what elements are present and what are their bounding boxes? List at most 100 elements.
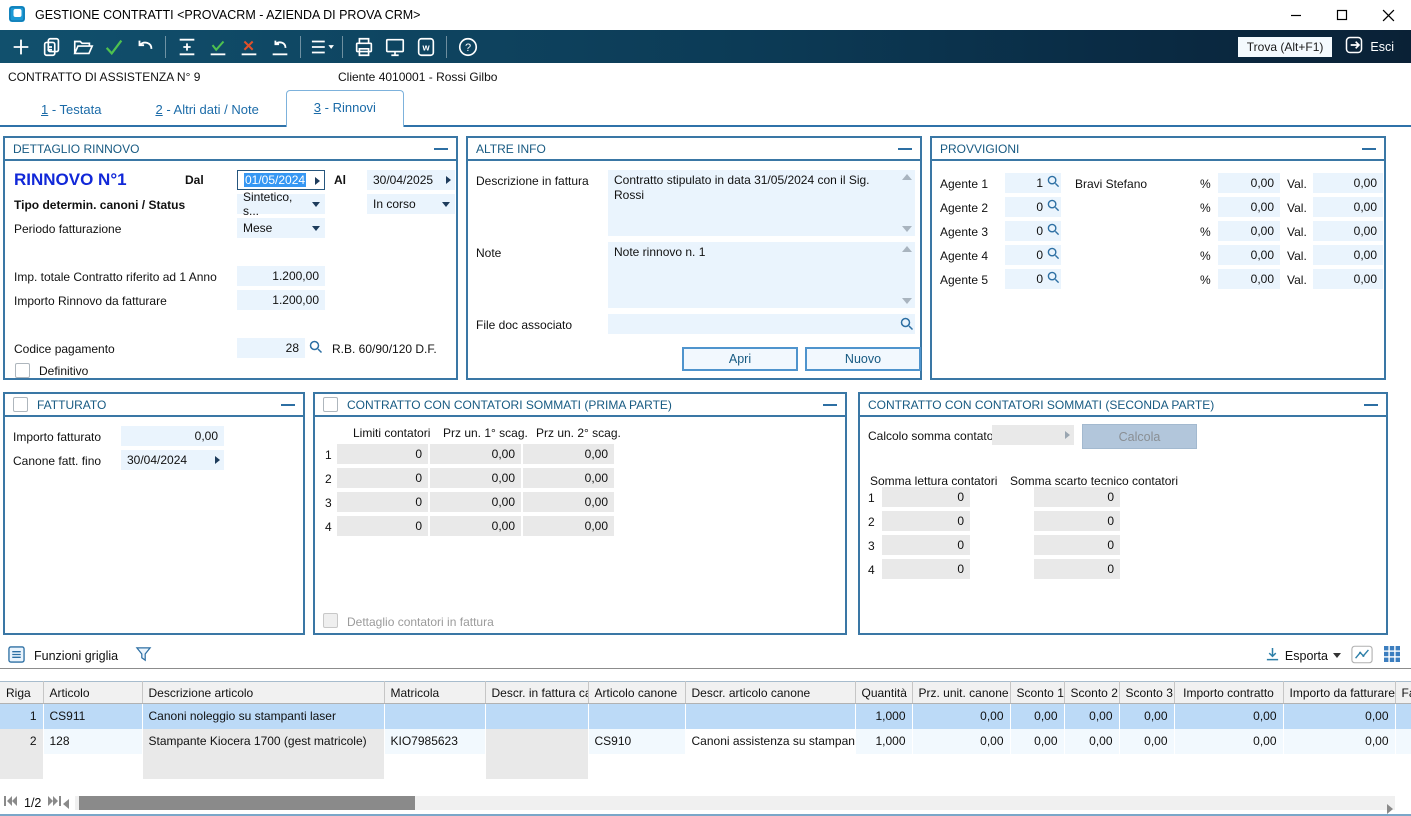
open-icon[interactable] xyxy=(67,33,98,60)
column-header[interactable]: Articolo xyxy=(43,682,142,704)
table-cell[interactable]: Stampante Kiocera 1700 (gest matricole) xyxy=(142,729,384,754)
prz1-field[interactable]: 0,00 xyxy=(430,516,521,536)
table-cell[interactable] xyxy=(588,754,685,779)
row-confirm-icon[interactable] xyxy=(202,33,233,60)
table-cell[interactable]: 0,00 xyxy=(1064,704,1119,729)
table-cell[interactable] xyxy=(1064,754,1119,779)
agent-percent-field[interactable]: 0,00 xyxy=(1218,173,1280,193)
column-header[interactable]: Quantità xyxy=(855,682,912,704)
table-cell[interactable] xyxy=(1174,754,1283,779)
scarto-field[interactable]: 0 xyxy=(1034,559,1120,579)
prz2-field[interactable]: 0,00 xyxy=(523,516,614,536)
grid-layout-icon[interactable] xyxy=(1383,645,1401,666)
prz1-field[interactable]: 0,00 xyxy=(430,468,521,488)
search-icon[interactable] xyxy=(1047,271,1060,287)
column-header[interactable]: Sconto 3 xyxy=(1119,682,1174,704)
collapse-icon[interactable] xyxy=(823,404,837,406)
help-icon[interactable]: ? xyxy=(452,33,483,60)
column-header[interactable]: Riga xyxy=(0,682,43,704)
limite-field[interactable]: 0 xyxy=(337,468,428,488)
table-cell[interactable] xyxy=(43,754,142,779)
tipo-canoni-select[interactable]: Sintetico, s... xyxy=(237,194,325,214)
dal-date-input[interactable]: 01/05/2024 xyxy=(237,170,325,190)
scroll-up-icon[interactable] xyxy=(902,246,912,252)
close-button[interactable] xyxy=(1365,0,1411,30)
imp-totale-field[interactable]: 1.200,00 xyxy=(237,266,325,286)
canone-fino-date-input[interactable]: 30/04/2024 xyxy=(121,450,224,470)
importo-fatturato-field[interactable]: 0,00 xyxy=(121,426,224,446)
table-row[interactable]: 2 128 Stampante Kiocera 1700 (gest matri… xyxy=(0,729,1411,754)
find-shortcut-button[interactable]: Trova (Alt+F1) xyxy=(1238,37,1333,57)
prz2-field[interactable]: 0,00 xyxy=(523,468,614,488)
column-header[interactable]: Matricola xyxy=(384,682,485,704)
table-cell[interactable] xyxy=(1283,754,1395,779)
agent-value-field[interactable]: 0,00 xyxy=(1313,269,1383,289)
preview-icon[interactable] xyxy=(379,33,410,60)
scroll-down-icon[interactable] xyxy=(902,226,912,232)
table-cell[interactable]: 0,00 xyxy=(1119,729,1174,754)
chart-icon[interactable] xyxy=(1351,645,1373,667)
agent-percent-field[interactable]: 0,00 xyxy=(1218,221,1280,241)
table-cell[interactable] xyxy=(1119,754,1174,779)
limite-field[interactable]: 0 xyxy=(337,444,428,464)
nuovo-button[interactable]: Nuovo xyxy=(805,347,921,371)
table-cell[interactable] xyxy=(855,754,912,779)
table-row-selected[interactable]: 1 CS911 Canoni noleggio su stampanti las… xyxy=(0,704,1411,729)
first-page-icon[interactable] xyxy=(4,795,18,810)
table-cell[interactable]: Canoni assistenza su stampanti laser xyxy=(685,729,855,754)
date-spinner-icon[interactable] xyxy=(215,456,220,464)
agent-value-field[interactable]: 0,00 xyxy=(1313,221,1383,241)
calcola-button[interactable]: Calcola xyxy=(1082,424,1197,449)
last-page-icon[interactable] xyxy=(47,795,61,810)
scroll-right-icon[interactable] xyxy=(1387,804,1393,814)
agent-value-field[interactable]: 0,00 xyxy=(1313,245,1383,265)
collapse-icon[interactable] xyxy=(898,148,912,150)
agent-percent-field[interactable]: 0,00 xyxy=(1218,245,1280,265)
column-header[interactable]: Sconto 2 xyxy=(1064,682,1119,704)
lettura-field[interactable]: 0 xyxy=(882,535,970,555)
scroll-down-icon[interactable] xyxy=(902,298,912,304)
column-header[interactable]: Descr. articolo canone xyxy=(685,682,855,704)
table-cell[interactable] xyxy=(1395,729,1411,754)
search-icon[interactable] xyxy=(1047,199,1060,215)
table-cell[interactable] xyxy=(142,754,384,779)
apri-button[interactable]: Apri xyxy=(682,347,798,371)
scrollbar-thumb[interactable] xyxy=(79,796,415,810)
search-icon[interactable] xyxy=(1047,223,1060,239)
calcolo-date-input[interactable] xyxy=(992,425,1074,445)
table-cell[interactable]: 0,00 xyxy=(1174,704,1283,729)
column-header[interactable]: Importo da fatturare xyxy=(1283,682,1395,704)
table-cell[interactable] xyxy=(588,704,685,729)
print-icon[interactable] xyxy=(348,33,379,60)
row-delete-icon[interactable] xyxy=(233,33,264,60)
column-header[interactable]: Descrizione articolo xyxy=(142,682,384,704)
column-header[interactable]: Prz. unit. canone xyxy=(912,682,1010,704)
prz2-field[interactable]: 0,00 xyxy=(523,444,614,464)
date-spinner-icon[interactable] xyxy=(315,177,320,185)
collapse-icon[interactable] xyxy=(281,404,295,406)
table-cell[interactable]: 0,00 xyxy=(1064,729,1119,754)
new-icon[interactable] xyxy=(5,33,36,60)
status-select[interactable]: In corso xyxy=(367,194,455,214)
collapse-icon[interactable] xyxy=(1364,404,1378,406)
column-header[interactable]: Articolo canone xyxy=(588,682,685,704)
scarto-field[interactable]: 0 xyxy=(1034,535,1120,555)
agent-percent-field[interactable]: 0,00 xyxy=(1218,197,1280,217)
agent-value-field[interactable]: 0,00 xyxy=(1313,197,1383,217)
periodo-select[interactable]: Mese xyxy=(237,218,325,238)
table-cell[interactable]: Canoni noleggio su stampanti laser xyxy=(142,704,384,729)
descrizione-fattura-textarea[interactable]: Contratto stipulato in data 31/05/2024 c… xyxy=(608,170,915,236)
limite-field[interactable]: 0 xyxy=(337,492,428,512)
table-cell[interactable] xyxy=(912,754,1010,779)
filter-icon[interactable] xyxy=(135,646,152,666)
minimize-button[interactable] xyxy=(1273,0,1319,30)
table-cell[interactable]: 0,00 xyxy=(1283,704,1395,729)
prz2-field[interactable]: 0,00 xyxy=(523,492,614,512)
tab-altri-dati[interactable]: 2 - Altri dati / Note xyxy=(128,93,285,125)
lettura-field[interactable]: 0 xyxy=(882,511,970,531)
tab-rinnovi[interactable]: 3 - Rinnovi xyxy=(286,90,404,127)
table-cell[interactable] xyxy=(0,754,43,779)
table-cell[interactable]: CS910 xyxy=(588,729,685,754)
table-cell[interactable] xyxy=(384,754,485,779)
scroll-left-icon[interactable] xyxy=(63,799,69,809)
